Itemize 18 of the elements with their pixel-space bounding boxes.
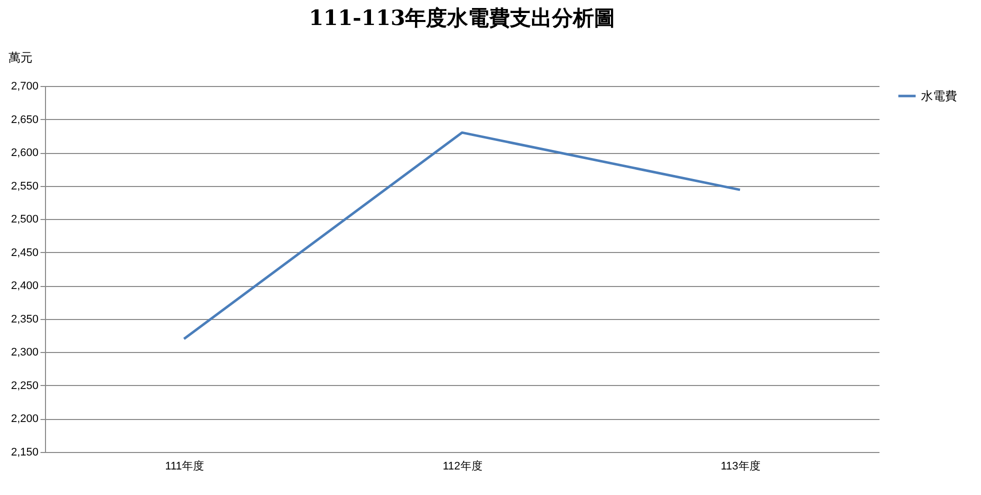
y-tick-label: 2,200 (10, 413, 38, 426)
y-tick-label: 2,550 (10, 180, 38, 192)
chart-title: 111-113年度水電費支出分析圖 (308, 5, 616, 30)
y-tick-label: 2,150 (10, 446, 38, 458)
y-tick-label: 2,450 (10, 246, 38, 259)
x-tick-label: 112年度 (442, 460, 482, 472)
y-tick-label: 2,600 (10, 147, 38, 160)
y-tick-label: 2,400 (10, 280, 38, 292)
x-tick-label: 111年度 (165, 460, 204, 472)
x-tick-label: 113年度 (720, 460, 760, 472)
y-tick-label: 2,650 (10, 114, 38, 126)
y-tick-label: 2,700 (10, 80, 38, 92)
y-tick-label: 2,500 (10, 214, 38, 226)
y-axis-title: 萬元 (8, 50, 32, 64)
y-tick-label: 2,350 (10, 313, 38, 326)
y-tick-label: 2,300 (10, 346, 38, 359)
legend-label: 水電費 (921, 89, 957, 103)
y-tick-label: 2,250 (10, 380, 38, 392)
